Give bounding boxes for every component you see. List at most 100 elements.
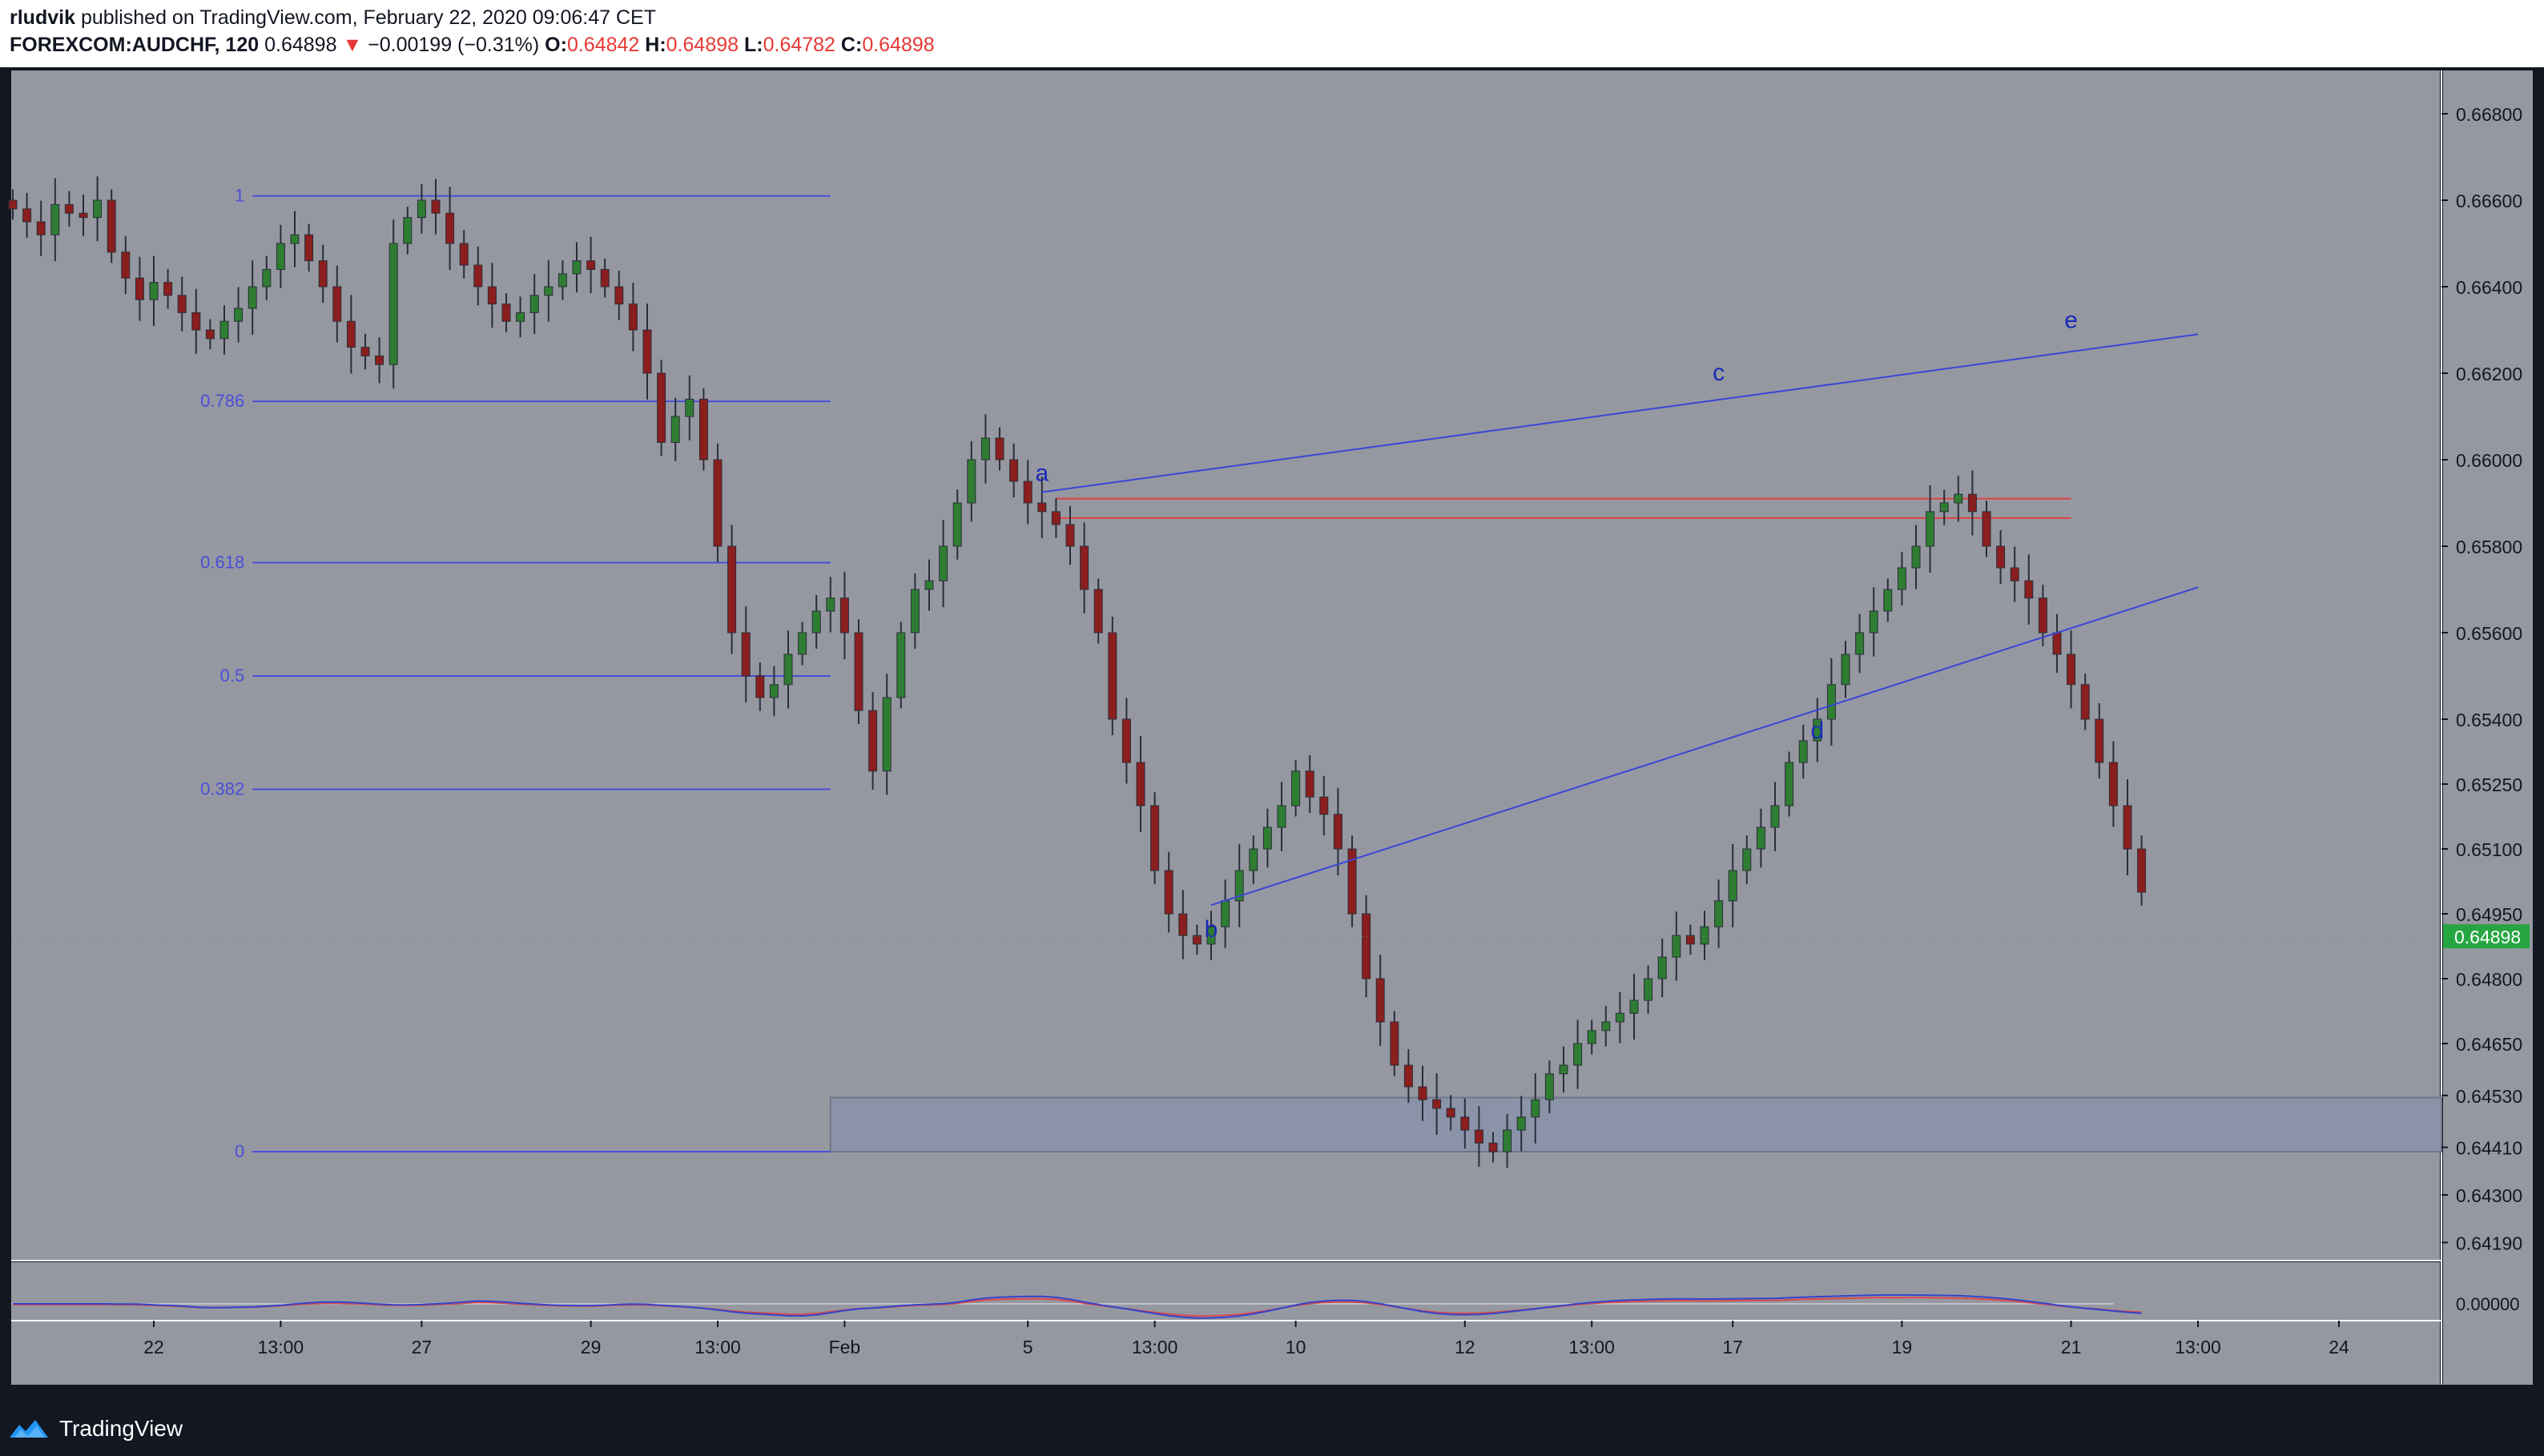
candle-body[interactable]	[868, 710, 878, 772]
candle-body[interactable]	[967, 459, 976, 504]
candle-body[interactable]	[1813, 718, 1822, 742]
candle-body[interactable]	[1982, 511, 1991, 547]
candle-body[interactable]	[36, 221, 46, 235]
candle-body[interactable]	[1347, 848, 1357, 915]
wave-drawings[interactable]: a b c d e	[1035, 307, 2199, 943]
tradingview-logo[interactable]: TradingView	[8, 1411, 183, 1446]
wave-label-c[interactable]: c	[1713, 360, 1725, 386]
price-axis-bg[interactable]	[2443, 70, 2533, 1385]
candle-body[interactable]	[1150, 805, 1160, 871]
candle-body[interactable]	[78, 212, 88, 219]
candle-body[interactable]	[22, 208, 32, 223]
candle-body[interactable]	[1065, 524, 1075, 547]
wave-label-d[interactable]: d	[1810, 718, 1824, 744]
candle-body[interactable]	[93, 199, 103, 219]
candle-body[interactable]	[346, 320, 356, 348]
resistance-lines[interactable]	[1056, 497, 2071, 519]
upper-trendline[interactable]	[1041, 333, 2199, 493]
candle-body[interactable]	[388, 243, 398, 365]
candle-body[interactable]	[614, 286, 624, 305]
candle-body[interactable]	[1390, 1021, 1399, 1066]
candle-body[interactable]	[445, 212, 455, 244]
candle-body[interactable]	[1770, 805, 1780, 828]
time-scale[interactable]: 22 13:00 27 29 13:00 Feb 5 13:00 10 12 13:00 17 19 21…	[143, 1321, 2349, 1357]
candle-body[interactable]	[1573, 1043, 1583, 1066]
candle-body[interactable]	[628, 304, 638, 331]
lower-trendline[interactable]	[1210, 586, 2199, 907]
candle-body[interactable]	[727, 545, 737, 633]
candle-body[interactable]	[586, 260, 596, 270]
candle-body[interactable]	[375, 355, 384, 365]
candle-body[interactable]	[1785, 762, 1794, 806]
candle-body[interactable]	[1080, 545, 1089, 590]
candle-body[interactable]	[642, 329, 652, 374]
candle-body[interactable]	[1262, 827, 1272, 850]
candle-body[interactable]	[1685, 935, 1695, 945]
candle-body[interactable]	[1615, 1012, 1624, 1023]
candle-body[interactable]	[135, 277, 144, 300]
candle-body[interactable]	[276, 243, 285, 270]
candle-body[interactable]	[1967, 493, 1977, 513]
candle-body[interactable]	[910, 589, 920, 633]
candle-body[interactable]	[149, 282, 159, 300]
candle-body[interactable]	[332, 286, 342, 322]
candle-body[interactable]	[1742, 848, 1752, 871]
candle-body[interactable]	[952, 502, 962, 547]
candle-body[interactable]	[755, 675, 765, 698]
candle-body[interactable]	[798, 632, 807, 655]
candle-body[interactable]	[854, 632, 863, 711]
candle-body[interactable]	[1432, 1099, 1442, 1109]
candle-body[interactable]	[1911, 545, 1921, 569]
candle-body[interactable]	[600, 268, 610, 288]
candle-body[interactable]	[290, 234, 300, 244]
candle-body[interactable]	[1629, 999, 1639, 1014]
candle-body[interactable]	[431, 199, 441, 214]
candle-body[interactable]	[924, 580, 934, 590]
candle-body[interactable]	[459, 243, 469, 266]
candle-body[interactable]	[1841, 654, 1850, 686]
candle-body[interactable]	[1516, 1116, 1526, 1131]
candle-body[interactable]	[2108, 762, 2118, 806]
candle-body[interactable]	[1700, 926, 1709, 945]
candle-body[interactable]	[1093, 589, 1103, 633]
candles[interactable]	[8, 176, 2147, 1168]
candle-body[interactable]	[473, 264, 483, 288]
candle-body[interactable]	[1996, 545, 2006, 569]
candle-body[interactable]	[516, 312, 525, 322]
candle-body[interactable]	[1446, 1108, 1455, 1118]
candle-body[interactable]	[1601, 1021, 1611, 1032]
candle-body[interactable]	[1926, 511, 1935, 547]
candle-body[interactable]	[839, 597, 849, 633]
candle-body[interactable]	[1826, 684, 1836, 720]
candle-body[interactable]	[107, 199, 116, 253]
candle-body[interactable]	[1277, 805, 1286, 828]
candle-body[interactable]	[783, 654, 793, 686]
candle-body[interactable]	[713, 459, 723, 547]
candle-body[interactable]	[1164, 870, 1173, 915]
candle-body[interactable]	[2095, 718, 2104, 763]
price-chart[interactable]: 1 0.786 0.618 0.5 0.382 0 a b c d e 0.66800 0.6660…	[0, 67, 2544, 1402]
candle-body[interactable]	[234, 308, 244, 322]
candle-body[interactable]	[191, 312, 201, 331]
price-pane[interactable]	[11, 70, 2440, 1260]
candle-body[interactable]	[2123, 805, 2132, 850]
candle-body[interactable]	[1249, 848, 1258, 871]
candle-body[interactable]	[558, 273, 567, 288]
candle-body[interactable]	[2052, 632, 2062, 655]
candle-body[interactable]	[1544, 1073, 1554, 1100]
candle-body[interactable]	[1192, 935, 1202, 945]
candle-body[interactable]	[1883, 589, 1893, 612]
candle-body[interactable]	[980, 437, 990, 461]
candle-body[interactable]	[811, 610, 821, 633]
candle-body[interactable]	[896, 632, 906, 698]
candle-body[interactable]	[1108, 632, 1117, 720]
candle-body[interactable]	[1587, 1030, 1596, 1044]
candle-body[interactable]	[262, 268, 272, 288]
candle-body[interactable]	[1798, 740, 1808, 763]
candle-body[interactable]	[939, 545, 948, 581]
candle-body[interactable]	[1403, 1064, 1413, 1088]
candle-body[interactable]	[1756, 827, 1765, 850]
candle-body[interactable]	[1559, 1064, 1568, 1075]
candle-body[interactable]	[657, 372, 666, 443]
candle-body[interactable]	[1291, 770, 1301, 806]
